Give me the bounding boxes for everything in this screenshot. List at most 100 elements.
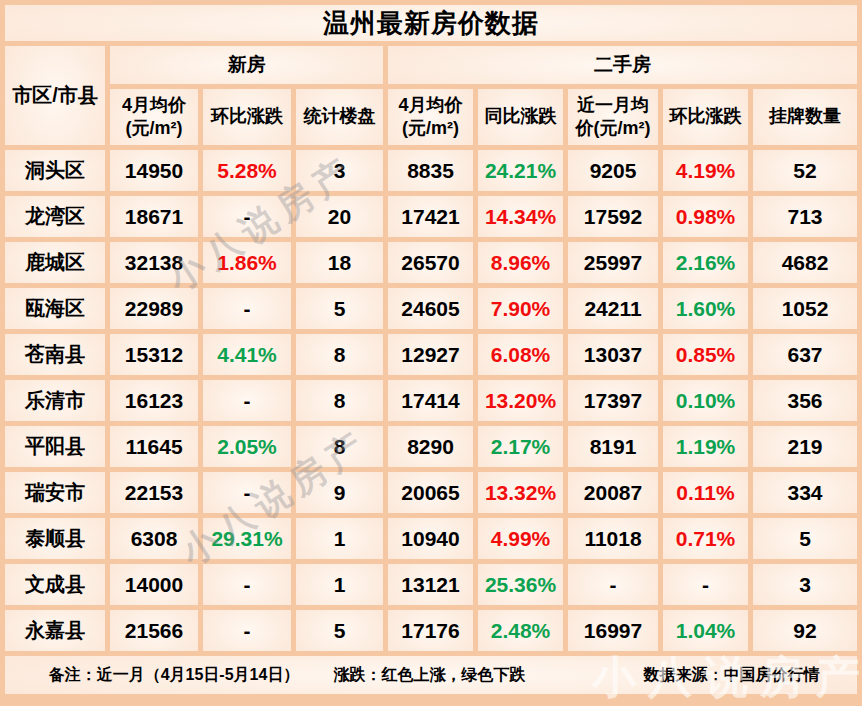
table-cell: 356 (753, 380, 857, 421)
district-name: 龙湾区 (5, 196, 105, 237)
table-cell: 2.17% (478, 426, 563, 467)
table-row: 龙湾区18671-201742114.34%175920.98%713 (5, 196, 857, 237)
table-cell: - (203, 564, 291, 605)
table-cell: 21566 (110, 610, 198, 651)
table-cell: 1.86% (203, 242, 291, 283)
group-header-second-hand: 二手房 (388, 46, 857, 84)
table-cell: 3 (753, 564, 857, 605)
table-cell: 1.19% (663, 426, 748, 467)
table-row: 乐清市16123-81741413.20%173970.10%356 (5, 380, 857, 421)
table-cell: 1.60% (663, 288, 748, 329)
table-cell: 8 (296, 334, 383, 375)
table-head: 温州最新房价数据市区/市县新房二手房4月均价(元/m²)环比涨跌统计楼盘4月均价… (5, 5, 857, 145)
table-cell: 2.16% (663, 242, 748, 283)
column-header: 4月均价(元/m²) (110, 89, 198, 145)
table-cell: 8835 (388, 150, 473, 191)
table-cell: 9205 (568, 150, 658, 191)
table-cell: 4.99% (478, 518, 563, 559)
district-name: 文成县 (5, 564, 105, 605)
table-cell: 11018 (568, 518, 658, 559)
column-header: 挂牌数量 (753, 89, 857, 145)
table-cell: 20065 (388, 472, 473, 513)
table-row: 瓯海区22989-5246057.90%242111.60%1052 (5, 288, 857, 329)
table-cell: 6308 (110, 518, 198, 559)
table-cell: 0.71% (663, 518, 748, 559)
district-name: 洞头区 (5, 150, 105, 191)
table-cell: 24605 (388, 288, 473, 329)
table-cell: 14950 (110, 150, 198, 191)
table-cell: 0.11% (663, 472, 748, 513)
column-header: 环比涨跌 (663, 89, 748, 145)
table-row: 苍南县153124.41%8129276.08%130370.85%637 (5, 334, 857, 375)
table-cell: 2.48% (478, 610, 563, 651)
table-row: 泰顺县630829.31%1109404.99%110180.71%5 (5, 518, 857, 559)
table-cell: 25997 (568, 242, 658, 283)
district-name: 平阳县 (5, 426, 105, 467)
table-cell: 15312 (110, 334, 198, 375)
table-cell: 713 (753, 196, 857, 237)
table-cell: - (203, 610, 291, 651)
district-name: 苍南县 (5, 334, 105, 375)
table-cell: 16997 (568, 610, 658, 651)
table-cell: 20 (296, 196, 383, 237)
table-cell: 12927 (388, 334, 473, 375)
table-cell: 17397 (568, 380, 658, 421)
table-cell: 2.05% (203, 426, 291, 467)
table-cell: - (663, 564, 748, 605)
table-cell: 1.04% (663, 610, 748, 651)
table-cell: 1 (296, 518, 383, 559)
table-cell: 219 (753, 426, 857, 467)
table-cell: 17176 (388, 610, 473, 651)
table-cell: 4.19% (663, 150, 748, 191)
group-header-new-homes: 新房 (110, 46, 383, 84)
column-header: 统计楼盘 (296, 89, 383, 145)
table-foot: 备注：近一月（4月15日-5月14日）涨跌：红色上涨，绿色下跌数据来源：中国房价… (5, 656, 857, 694)
column-header: 环比涨跌 (203, 89, 291, 145)
footer-legend: 涨跌：红色上涨，绿色下跌 (333, 665, 525, 686)
table-cell: 17414 (388, 380, 473, 421)
table-cell: - (568, 564, 658, 605)
table-cell: 26570 (388, 242, 473, 283)
table-row: 平阳县116452.05%882902.17%81911.19%219 (5, 426, 857, 467)
table-cell: 32138 (110, 242, 198, 283)
table-cell: - (203, 472, 291, 513)
table-cell: 18 (296, 242, 383, 283)
table-cell: 16123 (110, 380, 198, 421)
table-cell: 24.21% (478, 150, 563, 191)
table-cell: 3 (296, 150, 383, 191)
footer-note: 备注：近一月（4月15日-5月14日） (49, 665, 300, 686)
table-cell: 17592 (568, 196, 658, 237)
corner-header: 市区/市县 (5, 46, 105, 145)
table-cell: 52 (753, 150, 857, 191)
table-row: 洞头区149505.28%3883524.21%92054.19%52 (5, 150, 857, 191)
table-row: 永嘉县21566-5171762.48%169971.04%92 (5, 610, 857, 651)
table-cell: 8 (296, 380, 383, 421)
district-name: 瓯海区 (5, 288, 105, 329)
table-row: 鹿城区321381.86%18265708.96%259972.16%4682 (5, 242, 857, 283)
table-cell: 14.34% (478, 196, 563, 237)
table-cell: 5 (296, 288, 383, 329)
table-cell: 8191 (568, 426, 658, 467)
table-cell: 29.31% (203, 518, 291, 559)
table-cell: 0.85% (663, 334, 748, 375)
table-cell: 22989 (110, 288, 198, 329)
housing-price-table: 温州最新房价数据市区/市县新房二手房4月均价(元/m²)环比涨跌统计楼盘4月均价… (0, 0, 862, 699)
district-name: 乐清市 (5, 380, 105, 421)
footer-notes: 备注：近一月（4月15日-5月14日）涨跌：红色上涨，绿色下跌数据来源：中国房价… (5, 656, 857, 694)
table-cell: 20087 (568, 472, 658, 513)
district-name: 瑞安市 (5, 472, 105, 513)
table-cell: 8290 (388, 426, 473, 467)
table-row: 文成县14000-11312125.36%--3 (5, 564, 857, 605)
table-cell: 334 (753, 472, 857, 513)
table-cell: - (203, 288, 291, 329)
table-cell: 25.36% (478, 564, 563, 605)
table-cell: 4.41% (203, 334, 291, 375)
table-cell: 24211 (568, 288, 658, 329)
table-cell: 18671 (110, 196, 198, 237)
table-cell: 0.10% (663, 380, 748, 421)
table-cell: 8 (296, 426, 383, 467)
table-cell: 5 (296, 610, 383, 651)
table-cell: - (203, 380, 291, 421)
table-cell: 4682 (753, 242, 857, 283)
table-cell: 10940 (388, 518, 473, 559)
